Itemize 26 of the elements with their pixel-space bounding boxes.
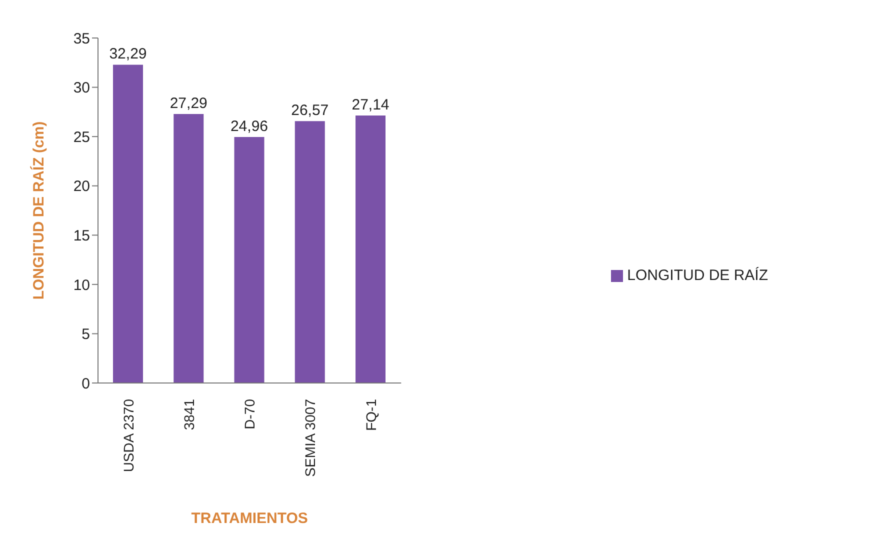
bar	[234, 136, 264, 383]
y-tick-label: 30	[73, 80, 90, 97]
y-tick-label: 15	[73, 227, 90, 244]
y-tick-label: 20	[73, 178, 90, 196]
bar	[113, 64, 143, 383]
x-tick-label: D-70	[242, 398, 258, 430]
y-axis-title: LONGITUD DE RAÍZ (cm)	[29, 121, 48, 300]
y-tick-label: 25	[73, 128, 90, 146]
x-axis-title: TRATAMIENTOS	[191, 510, 308, 527]
data-label: 27,14	[352, 96, 390, 114]
x-tick-label: FQ-1	[362, 398, 379, 431]
y-tick-label: 35	[73, 30, 90, 48]
y-tick-label: 0	[82, 375, 90, 392]
bar	[294, 121, 325, 383]
x-tick-label: SEMIA 3007	[302, 398, 318, 477]
y-tick-label: 10	[73, 276, 90, 294]
data-label: 24,96	[230, 118, 268, 135]
bar	[356, 115, 386, 383]
x-tick-label: 3841	[180, 398, 197, 430]
y-tick-label: 5	[82, 326, 90, 344]
bar	[174, 114, 204, 383]
legend-label: LONGITUD DE RAÍZ	[627, 267, 768, 284]
data-label: 27,29	[170, 95, 208, 112]
data-label: 32,29	[109, 46, 147, 63]
data-label: 26,57	[291, 102, 329, 120]
x-tick-label: USDA 2370	[120, 398, 136, 472]
